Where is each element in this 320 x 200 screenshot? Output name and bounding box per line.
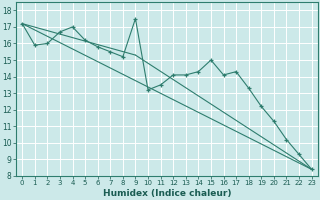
X-axis label: Humidex (Indice chaleur): Humidex (Indice chaleur) [103,189,231,198]
